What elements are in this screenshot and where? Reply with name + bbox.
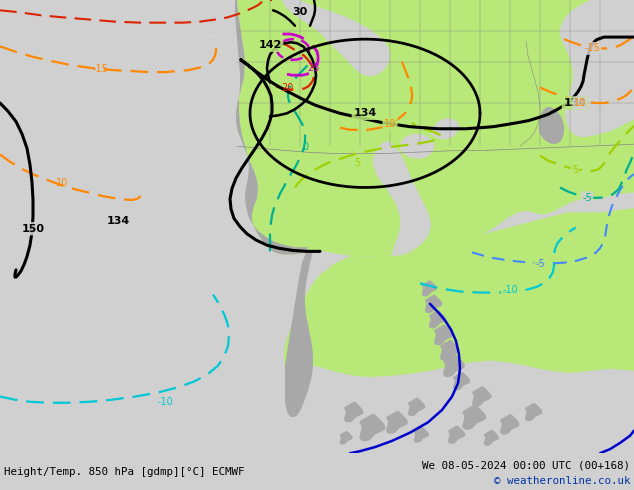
Polygon shape	[443, 354, 465, 377]
Text: 142: 142	[258, 40, 281, 50]
Polygon shape	[284, 208, 634, 453]
Polygon shape	[414, 427, 429, 443]
Polygon shape	[453, 372, 470, 391]
Polygon shape	[408, 398, 425, 416]
Text: 134: 134	[353, 108, 377, 118]
Polygon shape	[386, 411, 408, 434]
Polygon shape	[462, 405, 486, 430]
Text: -10: -10	[157, 397, 173, 407]
Text: © weatheronline.co.uk: © weatheronline.co.uk	[493, 476, 630, 486]
Polygon shape	[434, 324, 454, 345]
Text: 10: 10	[56, 178, 68, 188]
Text: 134: 134	[564, 98, 586, 108]
Text: 5: 5	[572, 165, 578, 175]
Text: 10: 10	[384, 119, 396, 128]
Polygon shape	[500, 414, 520, 435]
Text: 0: 0	[302, 142, 308, 152]
Polygon shape	[235, 0, 313, 417]
Polygon shape	[340, 431, 353, 445]
Text: -15: -15	[584, 44, 600, 53]
Text: -5: -5	[535, 259, 545, 269]
Text: 5: 5	[354, 158, 360, 168]
Polygon shape	[525, 403, 543, 421]
Text: Height/Temp. 850 hPa [gdmp][°C] ECMWF: Height/Temp. 850 hPa [gdmp][°C] ECMWF	[4, 467, 245, 477]
Polygon shape	[359, 414, 385, 441]
Text: -10: -10	[502, 286, 518, 295]
Polygon shape	[282, 0, 390, 76]
Polygon shape	[560, 0, 634, 137]
Polygon shape	[236, 0, 634, 256]
Polygon shape	[422, 280, 437, 296]
Polygon shape	[539, 107, 564, 144]
Polygon shape	[472, 386, 492, 407]
Polygon shape	[484, 430, 499, 446]
Polygon shape	[430, 119, 459, 139]
Polygon shape	[373, 141, 431, 255]
Polygon shape	[400, 134, 434, 159]
Text: 20: 20	[281, 82, 293, 93]
Polygon shape	[344, 402, 364, 422]
Polygon shape	[429, 310, 446, 329]
Text: 10: 10	[574, 98, 586, 108]
Text: -5: -5	[582, 193, 592, 203]
Text: 30: 30	[292, 7, 307, 17]
Text: 134: 134	[107, 217, 129, 226]
Text: We 08-05-2024 00:00 UTC (00+168): We 08-05-2024 00:00 UTC (00+168)	[422, 461, 630, 470]
Text: 150: 150	[22, 224, 44, 234]
Polygon shape	[448, 425, 465, 444]
Text: 25: 25	[307, 63, 320, 73]
Polygon shape	[440, 340, 460, 361]
Polygon shape	[425, 294, 443, 313]
Text: -15: -15	[92, 64, 108, 74]
